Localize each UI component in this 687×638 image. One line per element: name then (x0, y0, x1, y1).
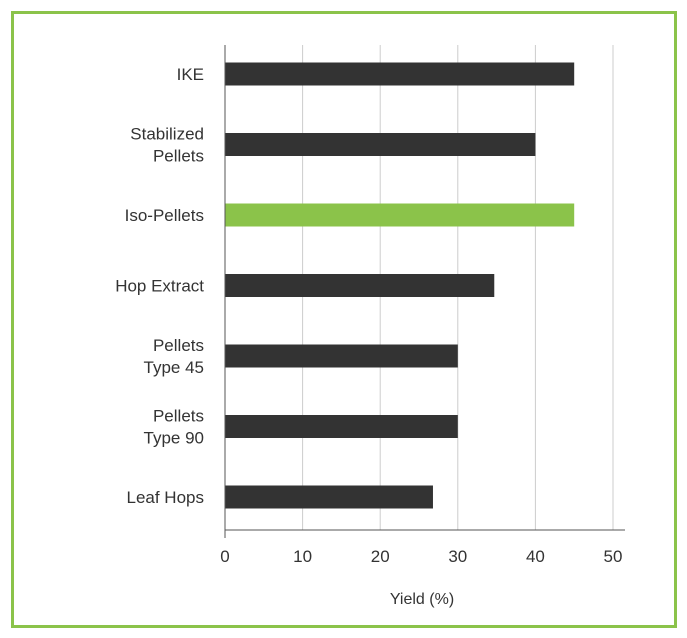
bar-3 (225, 274, 495, 297)
category-label: Pellets (153, 407, 204, 426)
bar-0 (225, 62, 575, 86)
bar-2 (225, 203, 575, 227)
bar-6 (225, 485, 433, 509)
x-axis-title: Yield (%) (390, 591, 454, 608)
x-tick-label: 20 (371, 547, 390, 566)
x-tick-label: 50 (604, 547, 623, 566)
x-tick-label: 10 (293, 547, 312, 566)
category-labels: IKE Stabilized Pellets Iso-Pellets Hop Extra… (115, 65, 204, 507)
category-label: Type 45 (144, 358, 205, 377)
category-label: Hop Extract (115, 277, 204, 296)
category-label: Iso-Pellets (125, 206, 204, 225)
x-tick-label: 30 (448, 547, 467, 566)
x-tick-labels: 0 10 20 30 40 50 (220, 547, 622, 566)
axes (224, 45, 625, 538)
bars (225, 62, 575, 509)
category-label: Type 90 (144, 429, 205, 448)
x-tick-label: 0 (220, 547, 229, 566)
bar-1 (225, 133, 536, 156)
bar-5 (225, 415, 458, 438)
category-label: Leaf Hops (127, 488, 205, 507)
bar-4 (225, 344, 458, 368)
category-label: Stabilized (130, 125, 204, 144)
category-label: Pellets (153, 147, 204, 166)
chart-frame (11, 11, 677, 628)
category-label: Pellets (153, 336, 204, 355)
category-label: IKE (177, 65, 204, 84)
x-tick-label: 40 (526, 547, 545, 566)
